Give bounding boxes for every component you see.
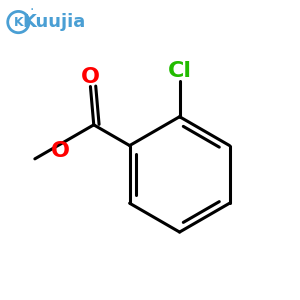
Text: Cl: Cl — [168, 61, 192, 82]
Text: O: O — [51, 141, 70, 161]
Text: Kuujia: Kuujia — [22, 13, 86, 31]
Text: ·: · — [30, 3, 34, 17]
Text: O: O — [81, 67, 100, 87]
Text: K: K — [14, 16, 23, 28]
